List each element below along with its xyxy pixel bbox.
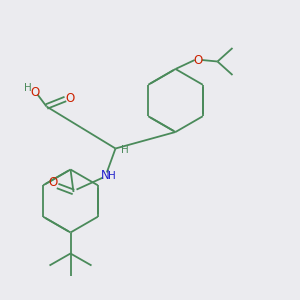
Text: O: O bbox=[65, 92, 74, 105]
Text: H: H bbox=[121, 145, 128, 155]
Text: O: O bbox=[194, 53, 202, 67]
Text: O: O bbox=[49, 176, 58, 190]
Text: O: O bbox=[31, 85, 40, 99]
Text: N: N bbox=[100, 169, 109, 182]
Text: H: H bbox=[24, 83, 32, 94]
Text: H: H bbox=[108, 171, 116, 182]
